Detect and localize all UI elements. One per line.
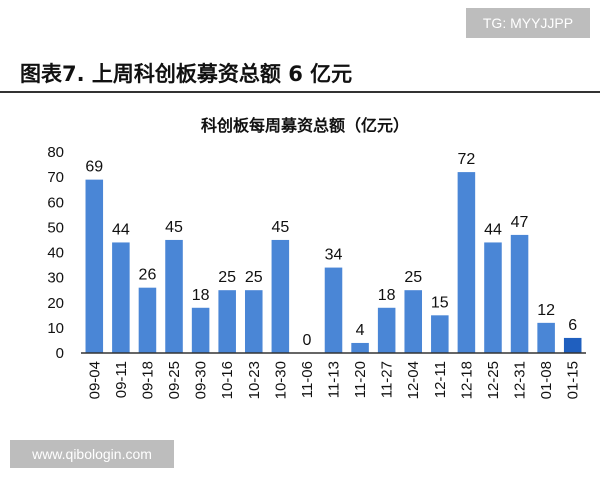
chart-title: 科创板每周募资总额（亿元） [201, 116, 409, 135]
x-tick-label: 10-23 [246, 361, 263, 399]
x-tick-label: 11-20 [352, 361, 369, 398]
title-divider [0, 91, 600, 93]
watermark-bottom: www.qibologin.com [10, 440, 174, 468]
bar [377, 307, 396, 353]
bar [484, 242, 502, 353]
x-tick-label: 09-11 [113, 361, 130, 398]
x-tick-label: 09-04 [86, 361, 103, 399]
x-tick-label: 11-27 [379, 361, 396, 398]
x-tick-label: 11-06 [299, 361, 316, 398]
y-tick-label: 70 [47, 169, 64, 186]
bar [404, 290, 423, 353]
data-label: 47 [511, 214, 529, 231]
x-tick-label: 12-11 [432, 361, 449, 398]
y-tick-label: 20 [47, 295, 64, 312]
bar [537, 322, 555, 353]
data-label: 25 [404, 269, 422, 286]
bars-group: 69 44 26 45 18 25 25 45 0 34 4 18 25 15 72 44 47 12 6 [85, 151, 582, 353]
x-tick-label: 09-30 [193, 361, 210, 399]
x-tick-label: 01-15 [565, 361, 582, 399]
bar [165, 239, 183, 353]
bar [138, 287, 157, 353]
y-tick-label: 80 [47, 144, 64, 161]
data-label: 34 [325, 247, 343, 264]
bar [324, 267, 343, 353]
y-tick-label: 50 [47, 219, 64, 236]
bar [457, 172, 476, 353]
data-label: 6 [568, 317, 577, 334]
bar [85, 179, 104, 353]
figure-title: 图表7. 上周科创板募资总额 6 亿元 [20, 62, 353, 86]
data-label: 0 [302, 332, 311, 349]
bar [218, 290, 236, 353]
data-label: 4 [356, 322, 365, 339]
data-label: 25 [245, 269, 263, 286]
y-tick-label: 10 [47, 320, 64, 337]
data-label: 25 [218, 269, 236, 286]
y-axis: 0 10 20 30 40 50 60 70 80 [47, 144, 64, 362]
bar [244, 290, 263, 353]
x-tick-label: 12-18 [458, 361, 475, 399]
y-tick-label: 0 [56, 345, 64, 362]
x-tick-label: 12-31 [512, 361, 529, 399]
y-tick-label: 40 [47, 245, 64, 262]
data-label: 26 [139, 267, 157, 284]
data-label: 45 [165, 219, 183, 236]
x-tick-label: 09-25 [166, 361, 183, 399]
data-label: 44 [484, 221, 502, 238]
bar [351, 342, 369, 353]
y-tick-label: 60 [47, 194, 64, 211]
data-label: 45 [271, 219, 289, 236]
x-tick-label: 11-13 [326, 361, 343, 398]
y-tick-label: 30 [47, 270, 64, 287]
x-tick-label: 12-25 [485, 361, 502, 399]
data-label: 72 [457, 151, 475, 168]
x-tick-label: 01-08 [538, 361, 555, 399]
bar [563, 337, 582, 353]
data-label: 18 [192, 287, 210, 304]
data-label: 12 [537, 302, 555, 319]
bar [431, 315, 449, 353]
x-tick-label: 09-18 [139, 361, 156, 399]
x-tick-label: 12-04 [405, 361, 422, 399]
data-label: 15 [431, 294, 449, 311]
bar [112, 242, 130, 353]
bar [510, 234, 529, 353]
data-label: 18 [378, 287, 396, 304]
bar [191, 307, 210, 353]
data-label: 44 [112, 221, 130, 238]
x-tick-label: 10-16 [219, 361, 236, 399]
watermark-top: TG: MYYJJPP [466, 8, 590, 38]
x-tick-label: 10-30 [272, 361, 289, 399]
data-label: 69 [85, 159, 103, 176]
x-axis: 09-04 09-11 09-18 09-25 09-30 10-16 10-23 10-30… [81, 352, 586, 399]
bar [271, 239, 290, 353]
